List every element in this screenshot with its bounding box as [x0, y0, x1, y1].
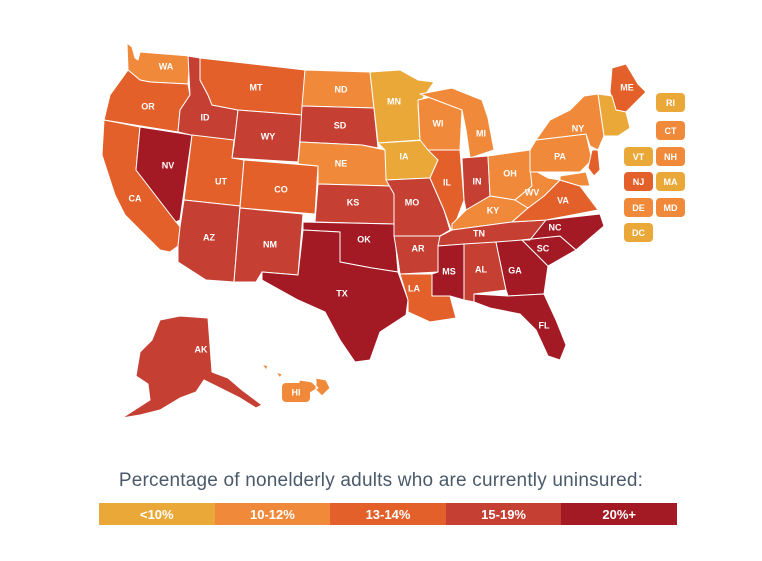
state-fl	[473, 293, 567, 361]
label-oh: OH	[503, 168, 517, 178]
label-il: IL	[443, 177, 452, 187]
label-nd: ND	[335, 84, 348, 94]
label-nc: NC	[549, 222, 562, 232]
label-la: LA	[408, 283, 420, 293]
state-co	[239, 159, 319, 215]
state-md	[559, 171, 591, 187]
label-al: AL	[475, 264, 487, 274]
state-mi	[419, 87, 495, 159]
label-or: OR	[141, 101, 155, 111]
legend-item-13-14: 13-14%	[330, 503, 446, 525]
label-nm: NM	[263, 239, 277, 249]
label-wv: WV	[525, 187, 540, 197]
state-il	[427, 149, 465, 233]
label-ne: NE	[335, 158, 348, 168]
label-tn: TN	[473, 228, 485, 238]
label-wy: WY	[261, 131, 276, 141]
label-wa: WA	[159, 61, 174, 71]
label-hi-box	[282, 383, 310, 402]
label-tx: TX	[336, 288, 348, 298]
chip-dc: DC	[624, 223, 653, 242]
label-ca: CA	[129, 193, 142, 203]
legend-title: Percentage of nonelderly adults who are …	[118, 470, 644, 491]
state-nj	[587, 149, 601, 177]
label-ga: GA	[508, 265, 522, 275]
legend-item-10-12: 10-12%	[214, 503, 331, 525]
label-wi: WI	[433, 118, 444, 128]
label-ut: UT	[215, 176, 227, 186]
label-mt: MT	[250, 82, 263, 92]
label-fl: FL	[539, 320, 550, 330]
chip-de: DE	[624, 198, 653, 217]
label-sd: SD	[334, 120, 347, 130]
state-ak	[121, 315, 263, 419]
label-in: IN	[473, 176, 482, 186]
chip-ct: CT	[656, 121, 685, 140]
label-ms: MS	[442, 266, 456, 276]
label-co: CO	[274, 184, 288, 194]
label-ak: AK	[195, 344, 208, 354]
label-mn: MN	[387, 96, 401, 106]
label-va: VA	[557, 195, 569, 205]
state-wv	[514, 167, 561, 209]
label-ky: KY	[487, 205, 500, 215]
legend-item-lt10: <10%	[99, 503, 215, 525]
chip-ma: MA	[656, 172, 685, 191]
state-ar	[393, 235, 441, 275]
label-ks: KS	[347, 197, 360, 207]
label-sc: SC	[537, 243, 550, 253]
legend-item-20plus: 20%+	[561, 503, 677, 525]
chip-nh: NH	[656, 147, 685, 166]
state-me	[609, 63, 647, 113]
chip-vt: VT	[624, 147, 653, 166]
label-ok: OK	[357, 234, 371, 244]
us-map: WA OR CA NV ID MT WY UT CO AZ NM ND SD N…	[101, 42, 647, 419]
label-ar: AR	[412, 243, 425, 253]
label-nv: NV	[162, 160, 175, 170]
state-hi	[261, 363, 331, 397]
label-id: ID	[201, 112, 211, 122]
state-nc	[521, 213, 605, 251]
label-ia: IA	[400, 151, 410, 161]
chip-ri: RI	[656, 93, 685, 112]
state-ne-states	[597, 93, 631, 137]
label-pa: PA	[554, 151, 566, 161]
state-wy	[231, 109, 303, 163]
chip-nj: NJ	[624, 172, 653, 191]
legend-bar: <10% 10-12% 13-14% 15-19% 20%+	[99, 503, 677, 525]
label-me: ME	[620, 82, 634, 92]
label-az: AZ	[203, 232, 215, 242]
label-mo: MO	[405, 197, 420, 207]
label-mi: MI	[476, 128, 486, 138]
label-hi: HI	[292, 387, 301, 397]
chip-md: MD	[656, 198, 685, 217]
label-ny: NY	[572, 123, 585, 133]
legend-item-15-19: 15-19%	[445, 503, 562, 525]
state-tx	[261, 229, 409, 363]
